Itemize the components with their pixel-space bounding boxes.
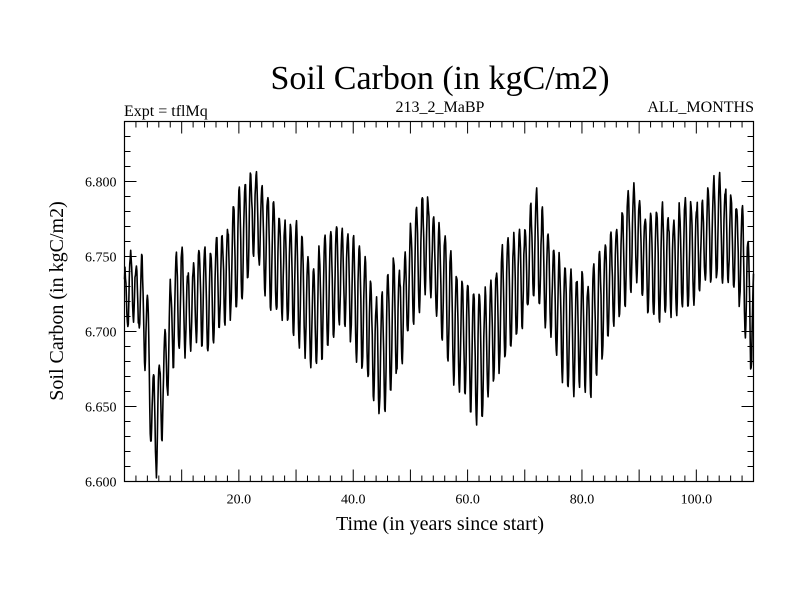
months-label: ALL_MONTHS <box>647 99 754 116</box>
y-tick-label: 6.750 <box>85 251 117 266</box>
y-axis: 6.600 6.650 6.700 6.750 6.800 <box>85 136 754 491</box>
x-tick-label: 100.0 <box>681 493 713 508</box>
x-tick-label: 40.0 <box>341 493 366 508</box>
x-axis: 20.0 40.0 60.0 80.0 100.0 <box>135 121 754 508</box>
experiment-label: Expt = tflMq <box>124 103 208 120</box>
run-id-label: 213_2_MaBP <box>396 99 485 116</box>
plot-area <box>123 170 755 479</box>
y-tick-label: 6.650 <box>85 401 117 416</box>
y-axis-label: Soil Carbon (in kgC/m2) <box>46 201 68 400</box>
chart-title: Soil Carbon (in kgC/m2) <box>270 60 609 97</box>
x-tick-label: 20.0 <box>227 493 252 508</box>
x-axis-label: Time (in years since start) <box>336 513 544 535</box>
soil-carbon-series-line <box>123 170 755 479</box>
y-tick-label: 6.600 <box>85 476 117 491</box>
y-tick-label: 6.800 <box>85 176 117 191</box>
x-tick-label: 80.0 <box>570 493 595 508</box>
x-tick-label: 60.0 <box>455 493 480 508</box>
y-tick-label: 6.700 <box>85 326 117 341</box>
